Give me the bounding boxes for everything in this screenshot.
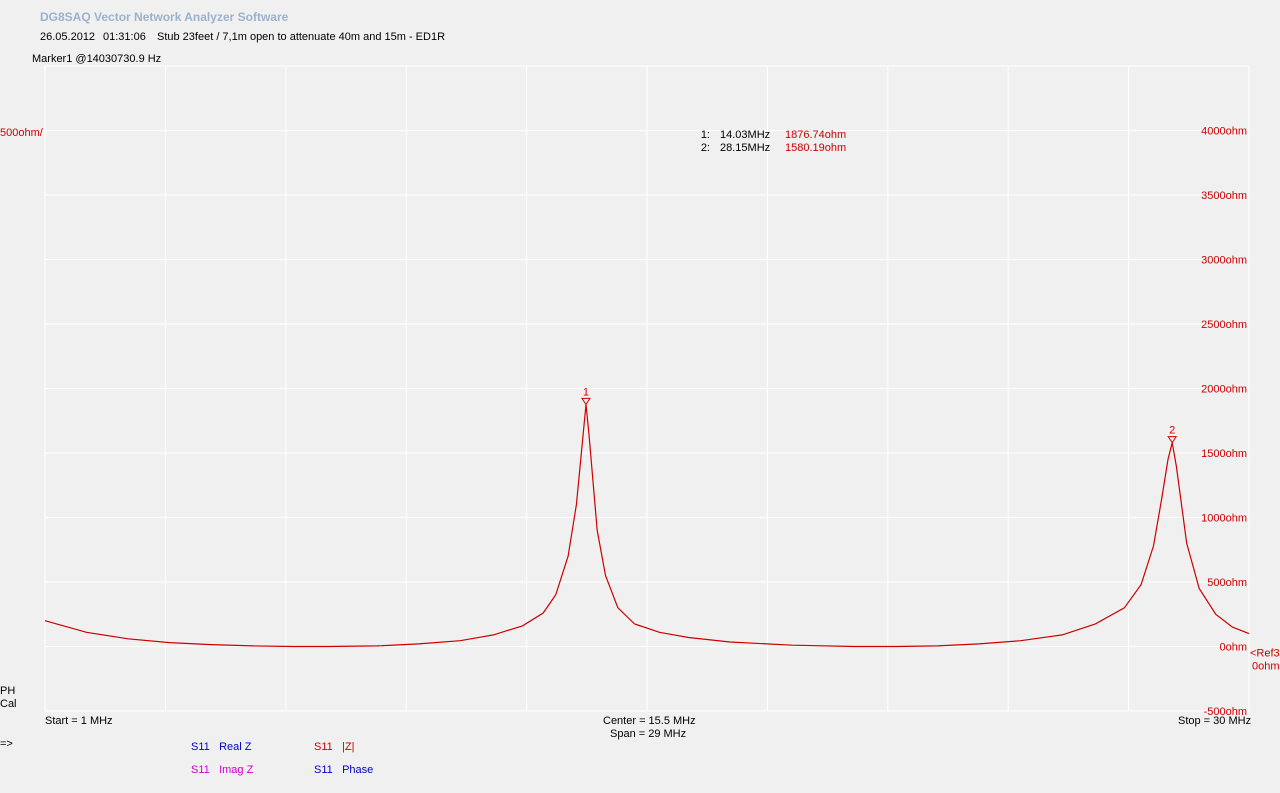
axis-span-label: Span = 29 MHz <box>610 728 687 740</box>
legend-imag-z[interactable]: S11 Imag Z <box>191 764 253 776</box>
status-cal: Cal <box>0 698 17 710</box>
marker-table-value: 1876.74ohm <box>785 129 846 141</box>
legend-abs-z[interactable]: S11 |Z| <box>314 741 355 753</box>
status-arrow: => <box>0 738 13 750</box>
y-tick-label: 2000ohm <box>1201 384 1247 396</box>
legend-channel: S11 <box>191 764 210 776</box>
marker-info: Marker1 @14030730.9 Hz <box>32 53 162 65</box>
marker-triangle <box>581 397 591 406</box>
marker-table-value: 1580.19ohm <box>785 142 846 154</box>
ref-value-label: 0ohm <box>1252 661 1280 673</box>
legend-trace-name: |Z| <box>342 741 355 753</box>
y-tick-label: -500ohm <box>1204 706 1247 718</box>
trace-s11-abs-z <box>44 404 1250 648</box>
legend-channel: S11 <box>191 741 210 753</box>
y-tick-label: 500ohm <box>1207 577 1247 589</box>
measurement-time: 01:31:06 <box>103 31 146 43</box>
legend-phase[interactable]: S11 Phase <box>314 764 373 776</box>
marker-table-index: 2: <box>701 142 710 154</box>
marker-table-index: 1: <box>701 129 710 141</box>
marker-triangle <box>1167 436 1178 444</box>
axis-center-label: Center = 15.5 MHz <box>603 715 696 727</box>
axis-stop-label: Stop = 30 MHz <box>1178 715 1252 727</box>
scale-per-division-label: 500ohm/ <box>0 127 44 139</box>
marker-table-frequency: 14.03MHz <box>720 129 770 141</box>
legend-trace-name: Imag Z <box>219 764 254 776</box>
legend-trace-name: Phase <box>342 764 374 776</box>
marker-number: 1 <box>583 386 589 398</box>
y-tick-label: 2500ohm <box>1201 319 1247 331</box>
legend-channel: S11 <box>314 764 333 776</box>
app-title: DG8SAQ Vector Network Analyzer Software <box>40 10 289 24</box>
y-tick-label: 0ohm <box>1219 642 1247 654</box>
marker-table-frequency: 28.15MHz <box>720 142 770 154</box>
legend-trace-name: Real Z <box>219 741 252 753</box>
y-tick-label: 3500ohm <box>1201 190 1247 202</box>
axis-start-label: Start = 1 MHz <box>45 715 113 727</box>
status-ph: PH <box>0 685 16 697</box>
legend-channel: S11 <box>314 741 333 753</box>
y-tick-label: 3000ohm <box>1201 255 1247 267</box>
legend-real-z[interactable]: S11 Real Z <box>191 741 251 753</box>
y-tick-label: 1000ohm <box>1201 513 1247 525</box>
ref-label: <Ref3 <box>1250 648 1280 660</box>
y-tick-label: 1500ohm <box>1201 448 1247 460</box>
y-tick-label: 4000ohm <box>1201 126 1247 138</box>
measurement-description: Stub 23feet / 7,1m open to attenuate 40m… <box>157 31 446 43</box>
measurement-date: 26.05.2012 <box>40 31 96 43</box>
marker-number: 2 <box>1169 425 1175 437</box>
